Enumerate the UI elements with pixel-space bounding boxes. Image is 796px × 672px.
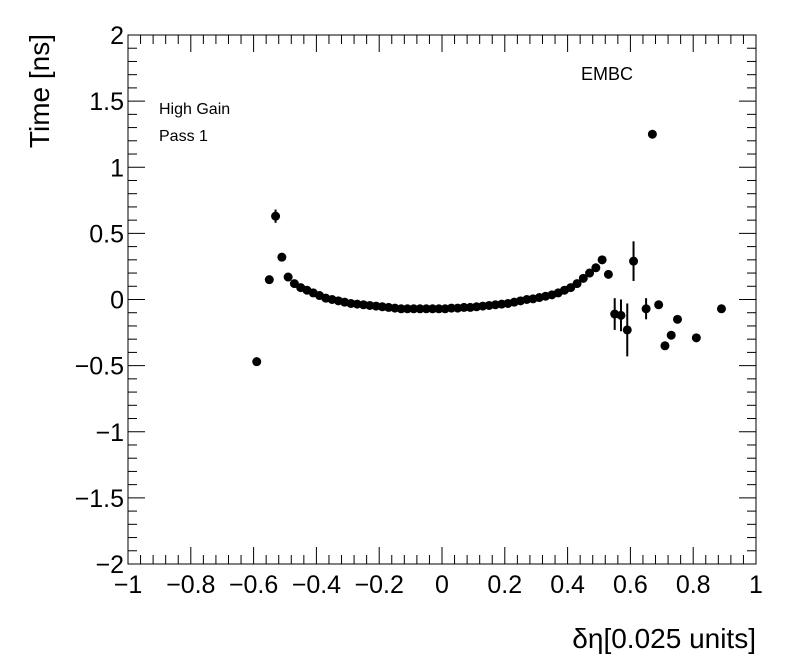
x-tick-label: −0.2 [355,571,404,599]
x-tick-label: 0.6 [613,571,648,599]
y-tick-label: −0.5 [75,353,124,381]
x-tick-label: 1 [749,571,763,599]
data-point [402,304,412,314]
data-point [691,333,701,343]
gain-annotation: High Gain [159,101,230,118]
data-point [277,252,287,262]
data-point [409,304,419,314]
data-point [603,269,613,279]
data-point [629,256,639,266]
data-point [283,272,293,282]
x-tick-label: 0.8 [676,571,711,599]
data-point [641,304,651,314]
data-points [252,129,726,367]
data-point [271,211,281,221]
data-point [428,304,438,314]
x-tick-label: 0 [435,571,449,599]
x-tick-label: −0.6 [229,571,278,599]
y-axis-title: Time [ns] [24,34,55,148]
y-tick-label: 2 [110,22,124,50]
data-point [434,304,444,314]
y-tick-label: 0 [110,287,124,315]
y-tick-label: 1.5 [89,88,124,116]
x-tick-label: −1 [114,571,143,599]
region-annotation: EMBC [581,64,633,84]
pass-annotation: Pass 1 [159,128,208,145]
x-tick-label: −0.8 [166,571,215,599]
data-point [597,255,607,265]
data-point [252,357,262,367]
plot-frame [127,34,757,565]
y-tick-label: 1 [110,154,124,182]
x-tick-label: 0.2 [487,571,522,599]
axis-ticks [127,34,757,565]
data-point [666,330,676,340]
data-point [673,314,682,324]
data-point [459,302,469,312]
data-point [396,304,406,314]
data-point [446,303,456,313]
x-tick-label: −0.4 [292,571,341,599]
x-axis-title: δη[0.025 units] [572,623,756,654]
y-tick-label: −1.5 [75,485,124,513]
data-point [572,279,582,289]
data-point [654,300,664,310]
data-point [585,268,595,278]
data-point [660,341,670,351]
data-point [264,275,274,285]
tick-labels: −1 −0.8 −0.6 −0.4 −0.2 0 0.2 0.4 0.6 0.8 1 −2 −1.5 −1… [75,22,763,599]
data-point [622,325,632,335]
data-point [591,263,601,273]
data-point [578,273,588,283]
data-point [415,304,425,314]
data-point [716,304,726,314]
y-tick-label: −1 [95,419,124,447]
y-tick-label: −2 [95,551,124,579]
data-point [616,310,626,320]
data-point [421,304,431,314]
x-tick-label: 0.4 [550,571,585,599]
data-point [647,129,657,139]
y-tick-label: 0.5 [89,220,124,248]
